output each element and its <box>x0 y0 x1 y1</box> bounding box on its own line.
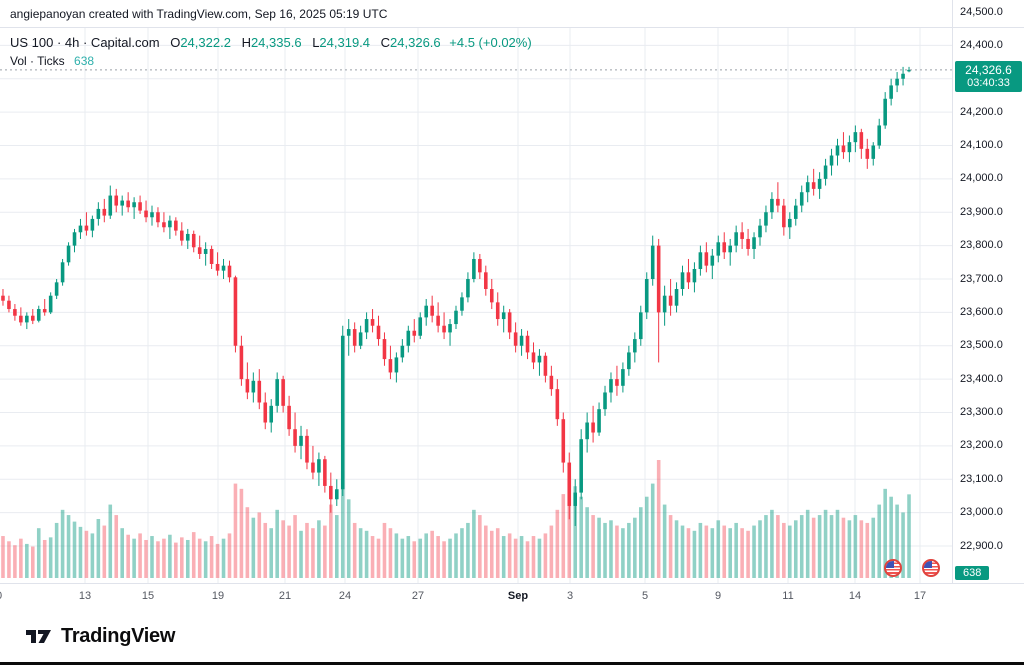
price-axis-label: 23,300.0 <box>960 406 1003 418</box>
close-value: 24,326.6 <box>390 35 441 50</box>
credit-bar: angiepanoyan created with TradingView.co… <box>0 0 952 27</box>
price-axis[interactable]: 24,326.6 03:40:33 638 24,500.0 24,400.0 24… <box>952 0 1024 583</box>
volume-indicator-value: 638 <box>74 54 95 68</box>
time-axis-label: 9 <box>714 590 722 602</box>
volume-badge: 638 <box>955 566 990 580</box>
low-value: 24,319.4 <box>319 35 371 50</box>
price-badge-countdown: 03:40:33 <box>967 76 1010 89</box>
close-label: C <box>380 35 391 50</box>
price-axis-label: 23,400.0 <box>960 372 1003 385</box>
legend-symbol-row[interactable]: US 100 · 4h · Capital.com O24,322.2 H24,… <box>10 34 532 51</box>
price-axis-label: 24,500.0 <box>960 5 1003 18</box>
flag-canton <box>886 561 894 568</box>
change-value: +4.5 (+0.02%) <box>449 35 532 50</box>
bottom-edge <box>0 662 1024 665</box>
price-axis-label: 22,900.0 <box>960 539 1003 552</box>
time-axis-label: 5 <box>641 590 649 602</box>
price-badge-value: 24,326.6 <box>965 62 1012 77</box>
time-axis-label: 3 <box>566 590 574 602</box>
time-axis-label: 13 <box>78 590 92 602</box>
open-label: O <box>170 35 181 50</box>
tradingview-logo[interactable]: TradingView <box>26 625 175 648</box>
time-axis-label: 27 <box>411 590 425 602</box>
grid-layer <box>0 0 952 583</box>
price-axis-label: 24,000.0 <box>960 172 1003 185</box>
footer: TradingView <box>0 611 1024 662</box>
time-axis-label: Sep <box>507 590 529 602</box>
price-axis-label: 23,800.0 <box>960 239 1003 252</box>
price-axis-label: 24,100.0 <box>960 139 1003 151</box>
time-axis-label: 11 <box>782 590 794 602</box>
tradingview-logo-text: TradingView <box>61 625 176 647</box>
volume-indicator-label[interactable]: Vol · Ticks <box>10 54 65 68</box>
candles-layer <box>1 66 911 526</box>
credit-text: angiepanoyan created with TradingView.co… <box>10 6 388 21</box>
open-value: 24,322.2 <box>180 35 231 50</box>
legend-volume-row[interactable]: Vol · Ticks 638 <box>10 53 532 70</box>
chart-plot-area[interactable] <box>0 0 952 583</box>
time-axis-label: 10 <box>0 590 2 602</box>
time-axis-label: 14 <box>848 590 862 602</box>
chart-legend: US 100 · 4h · Capital.com O24,322.2 H24,… <box>10 34 532 70</box>
price-axis-label: 23,600.0 <box>960 305 1003 318</box>
symbol-title[interactable]: US 100 · 4h · Capital.com <box>10 35 160 50</box>
volume-layer <box>1 460 911 578</box>
high-value: 24,335.6 <box>250 35 302 50</box>
price-axis-label: 23,100.0 <box>960 472 1003 485</box>
price-axis-label: 23,900.0 <box>960 205 1003 218</box>
time-axis-label: 21 <box>278 590 292 602</box>
price-badge[interactable]: 24,326.6 03:40:33 <box>955 60 1022 92</box>
price-axis-label: 24,200.0 <box>960 105 1003 118</box>
low-label: L <box>312 35 320 50</box>
price-axis-label: 23,000.0 <box>960 506 1003 519</box>
time-axis-label: 17 <box>913 590 927 602</box>
price-axis-label: 24,400.0 <box>960 38 1003 51</box>
time-axis-label: 19 <box>211 590 225 602</box>
high-label: H <box>241 35 251 50</box>
flag-canton <box>924 561 932 568</box>
time-axis-label: 15 <box>141 590 155 602</box>
us-flag-icon-2[interactable] <box>922 559 940 577</box>
time-axis[interactable]: 10 13 15 19 21 24 27 Sep 3 5 9 11 14 17 <box>0 583 1024 611</box>
price-axis-label: 23,200.0 <box>960 439 1003 452</box>
candlestick-chart[interactable] <box>0 0 952 583</box>
top-separator <box>0 27 1024 28</box>
chart-window: angiepanoyan created with TradingView.co… <box>0 0 1024 611</box>
price-axis-label: 23,500.0 <box>960 339 1003 352</box>
us-flag-icon-1[interactable] <box>884 559 902 577</box>
time-axis-label: 24 <box>338 590 352 602</box>
tradingview-logo-mark <box>26 630 51 643</box>
price-axis-label: 23,700.0 <box>960 272 1003 285</box>
